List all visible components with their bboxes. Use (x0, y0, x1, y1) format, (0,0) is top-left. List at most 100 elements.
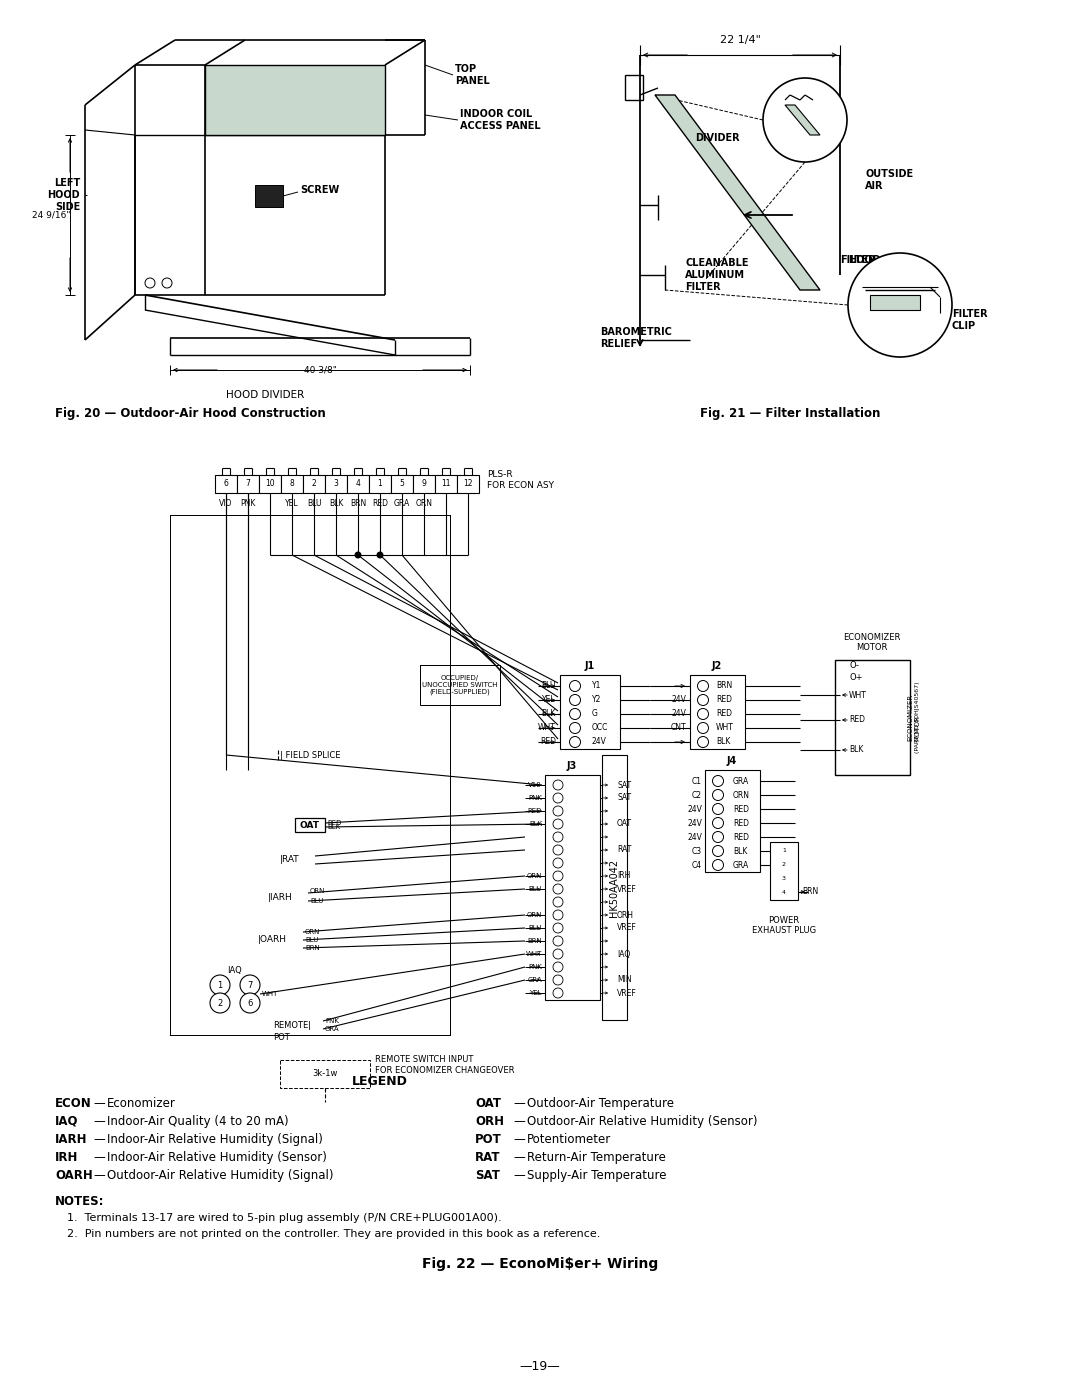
Bar (391, 475, 413, 493)
Text: CLEANABLE
ALUMINUM
FILTER: CLEANABLE ALUMINUM FILTER (685, 258, 748, 292)
Circle shape (762, 78, 847, 162)
Text: BLK: BLK (849, 746, 863, 754)
Bar (255, 184, 283, 207)
Circle shape (553, 923, 563, 933)
Circle shape (569, 722, 581, 733)
Bar (625, 75, 643, 101)
Text: 5: 5 (572, 739, 577, 745)
Bar (770, 842, 798, 900)
Text: Y2: Y2 (592, 696, 602, 704)
Text: GRA: GRA (325, 1025, 339, 1032)
Text: 12: 12 (554, 925, 562, 930)
Circle shape (210, 993, 230, 1013)
Text: BRN: BRN (350, 499, 366, 507)
Circle shape (377, 552, 383, 559)
Text: J2: J2 (712, 661, 723, 671)
Circle shape (569, 736, 581, 747)
Text: 3: 3 (716, 806, 720, 812)
Text: (PART NO 50HJS40567): (PART NO 50HJS40567) (915, 682, 920, 753)
Circle shape (779, 859, 789, 869)
Text: OAT: OAT (475, 1097, 501, 1111)
Text: 12: 12 (463, 479, 473, 489)
Text: 7: 7 (247, 981, 253, 989)
Text: VREF: VREF (617, 923, 637, 933)
Text: 4: 4 (556, 821, 561, 827)
Text: WHT: WHT (849, 690, 867, 700)
Text: LEGEND: LEGEND (352, 1076, 408, 1088)
Circle shape (553, 845, 563, 855)
Text: —: — (513, 1133, 525, 1146)
Circle shape (713, 831, 724, 842)
Text: 1: 1 (556, 782, 559, 788)
Text: PNK: PNK (528, 795, 542, 800)
Circle shape (779, 873, 789, 883)
Text: ORN: ORN (733, 791, 750, 799)
Text: GRA: GRA (733, 777, 750, 785)
Circle shape (698, 708, 708, 719)
Bar (215, 475, 237, 493)
Polygon shape (785, 105, 820, 136)
Text: RED: RED (716, 696, 732, 704)
Circle shape (553, 819, 563, 828)
Text: WHT: WHT (538, 724, 556, 732)
Text: RED: RED (372, 499, 388, 507)
Text: 3: 3 (782, 876, 786, 880)
Circle shape (779, 887, 789, 897)
Text: 1: 1 (572, 683, 577, 689)
Text: 10: 10 (554, 900, 562, 904)
Text: |RAT: |RAT (280, 855, 299, 865)
Text: 3k-1w: 3k-1w (312, 1070, 338, 1078)
Text: VREF: VREF (617, 884, 637, 894)
Text: | FIELD SPLICE: | FIELD SPLICE (280, 750, 340, 760)
Text: J1: J1 (585, 661, 595, 671)
Text: 5: 5 (400, 479, 404, 489)
Bar (281, 475, 303, 493)
Circle shape (553, 936, 563, 946)
Circle shape (713, 845, 724, 856)
Text: RED: RED (733, 805, 750, 813)
Text: C4: C4 (692, 861, 702, 869)
Text: 24 9/16": 24 9/16" (31, 211, 70, 219)
Text: BLU: BLU (528, 886, 542, 893)
Text: FILTER: FILTER (840, 256, 876, 265)
Circle shape (713, 859, 724, 870)
Text: GRA: GRA (733, 861, 750, 869)
Circle shape (553, 858, 563, 868)
Text: —19—: —19— (519, 1361, 561, 1373)
Polygon shape (205, 66, 384, 136)
Circle shape (553, 870, 563, 882)
Circle shape (240, 975, 260, 995)
Text: BLU: BLU (528, 925, 542, 930)
Text: RED: RED (716, 710, 732, 718)
Text: RAT: RAT (475, 1151, 500, 1164)
Bar (602, 754, 627, 1020)
Text: IRH: IRH (617, 872, 631, 880)
Circle shape (698, 694, 708, 705)
Text: REMOTE SWITCH INPUT
FOR ECONOMIZER CHANGEOVER: REMOTE SWITCH INPUT FOR ECONOMIZER CHANG… (375, 1055, 514, 1074)
Text: 5: 5 (701, 739, 705, 745)
Text: IARH: IARH (55, 1133, 87, 1146)
Text: 22 1/4": 22 1/4" (719, 35, 760, 45)
Circle shape (553, 975, 563, 985)
Text: OCC: OCC (592, 724, 608, 732)
Circle shape (553, 833, 563, 842)
Text: MIN: MIN (617, 975, 632, 985)
Text: BRN: BRN (802, 887, 819, 897)
Text: C1: C1 (692, 777, 702, 785)
Text: O+: O+ (850, 673, 864, 683)
Text: Y1: Y1 (592, 682, 602, 690)
Text: 17: 17 (554, 990, 562, 996)
Circle shape (839, 746, 847, 753)
Text: BLU: BLU (305, 937, 319, 943)
Polygon shape (654, 95, 820, 291)
Text: BLU: BLU (310, 898, 323, 904)
Text: 11: 11 (554, 912, 562, 918)
Bar (295, 819, 325, 833)
Circle shape (839, 692, 847, 698)
Text: FILTER
CLIP: FILTER CLIP (951, 309, 987, 331)
Circle shape (713, 789, 724, 800)
Text: ORN: ORN (527, 873, 542, 879)
Text: 2: 2 (572, 697, 577, 703)
Text: 2: 2 (217, 999, 222, 1007)
Circle shape (569, 708, 581, 719)
